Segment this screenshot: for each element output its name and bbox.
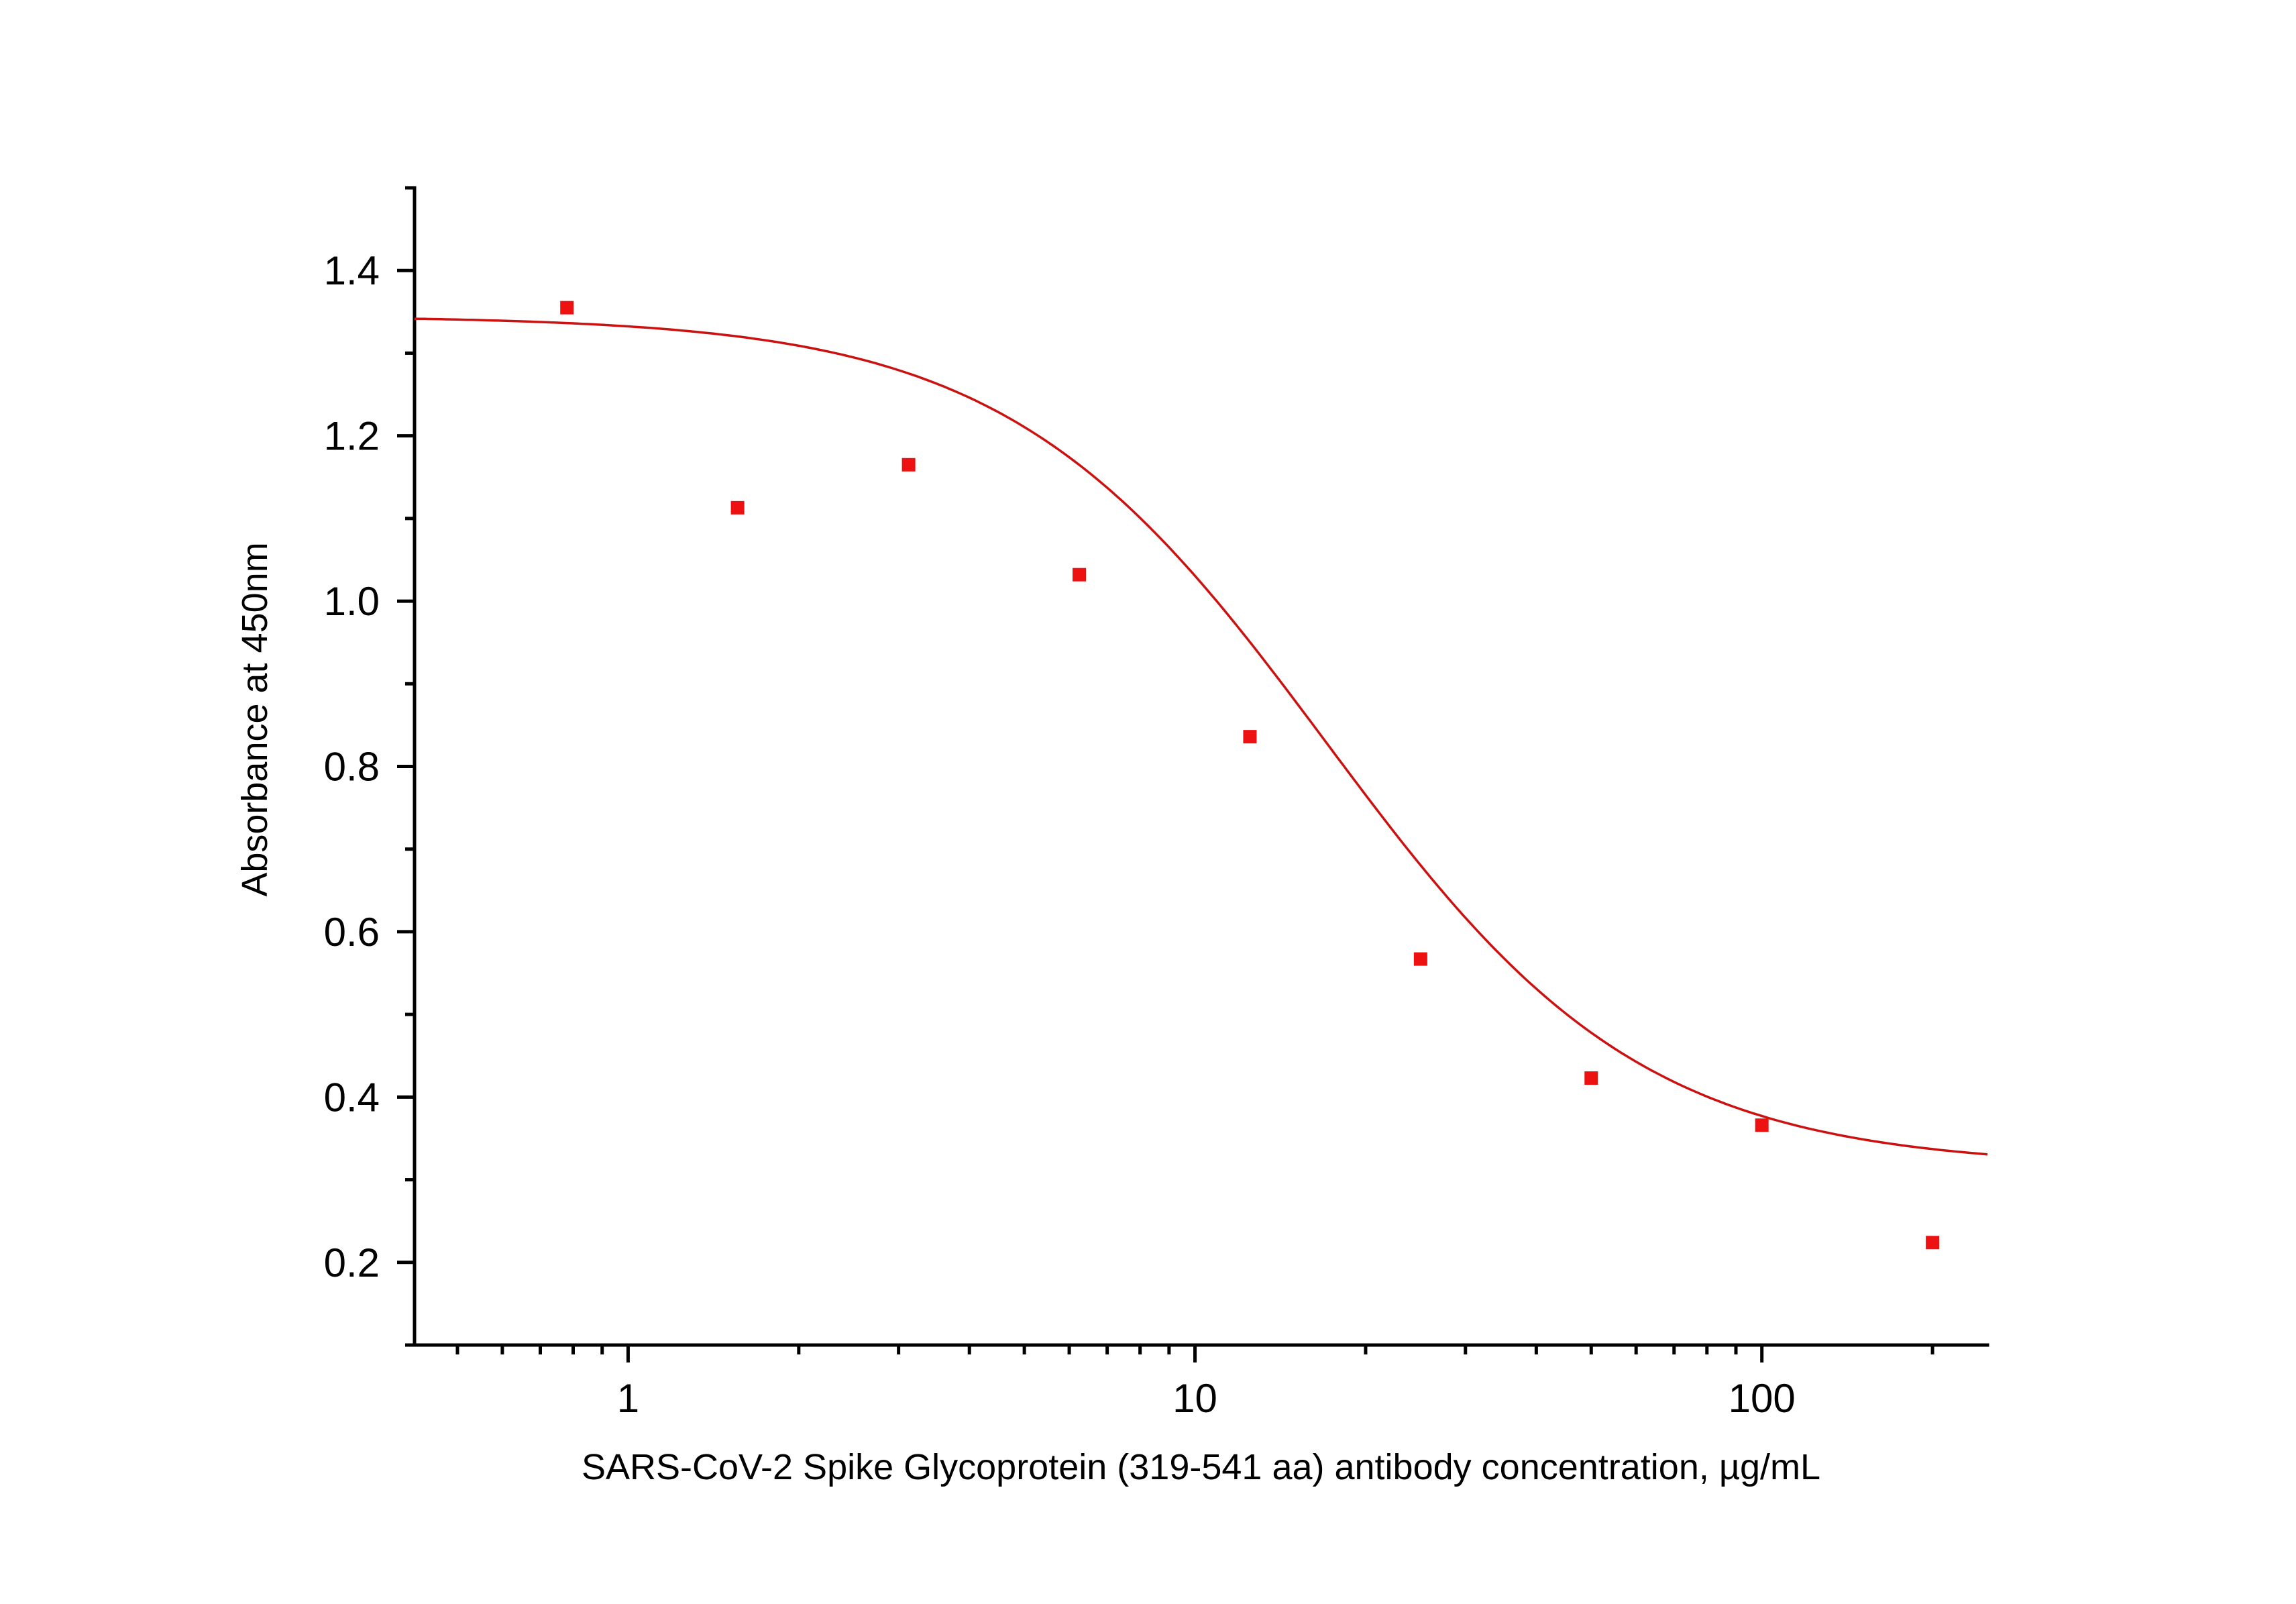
- y-tick-label: 1.2: [324, 414, 380, 459]
- y-tick-label: 0.6: [324, 910, 380, 955]
- y-tick-label: 1.4: [324, 248, 380, 293]
- data-point: [1755, 1118, 1769, 1132]
- data-point: [1413, 952, 1427, 966]
- y-tick-label: 0.4: [324, 1075, 380, 1120]
- x-axis-title: SARS-CoV-2 Spike Glycoprotein (319-541 a…: [582, 1447, 1820, 1487]
- data-point: [1243, 730, 1257, 744]
- data-point: [730, 500, 745, 515]
- fit-curve: [414, 317, 1988, 1156]
- x-ticks: 1 10 100: [455, 1345, 1934, 1421]
- data-point: [1584, 1071, 1598, 1085]
- data-points: [560, 301, 1940, 1250]
- x-tick-label: 10: [1172, 1376, 1217, 1421]
- y-tick-label: 0.2: [324, 1240, 380, 1285]
- y-axis-title: Absorbance at 450nm: [235, 542, 275, 896]
- data-point: [901, 458, 916, 472]
- x-tick-label: 1: [617, 1376, 639, 1421]
- x-tick-label: 100: [1729, 1376, 1796, 1421]
- axes: [413, 186, 1989, 1347]
- y-tick-label: 0.8: [324, 745, 380, 790]
- y-tick-label: 1.0: [324, 579, 380, 624]
- data-point: [1073, 568, 1087, 582]
- y-ticks: 0.2 0.4 0.6 0.8 1.0 1.2 1.4: [324, 186, 415, 1347]
- data-point: [1926, 1236, 1940, 1250]
- data-point: [560, 301, 574, 315]
